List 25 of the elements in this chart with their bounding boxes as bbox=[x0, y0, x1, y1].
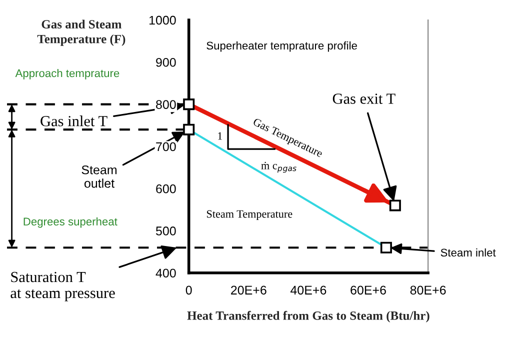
x-tick-label: 40E+6 bbox=[290, 286, 326, 295]
x-axis-title: Heat Transferred from Gas to Steam (Btu/hr) bbox=[187, 310, 430, 322]
x-tick-label: 0 bbox=[186, 286, 192, 295]
x-tick-label: 60E+6 bbox=[350, 286, 386, 295]
text: Degrees superheat bbox=[24, 217, 118, 228]
annotation: Steam inlet bbox=[440, 248, 496, 257]
annotation: Gas inlet T bbox=[40, 116, 108, 126]
annotation: 1 bbox=[218, 132, 222, 140]
y-tick-label: 500 bbox=[156, 226, 176, 236]
annotation: Steam outlet bbox=[82, 165, 116, 188]
y-tick-label: 900 bbox=[156, 58, 176, 67]
annotation: Steam Temperature bbox=[206, 210, 292, 220]
annotation: Gas exit T bbox=[332, 94, 396, 104]
y-tick-label: 600 bbox=[156, 184, 176, 194]
annotation: Superheater temprature profile bbox=[206, 41, 357, 52]
y-tick-label: 1000 bbox=[149, 16, 176, 25]
y-tick-label: 700 bbox=[156, 142, 176, 152]
y-tick-label: 800 bbox=[156, 100, 176, 109]
x-tick-label: 80E+6 bbox=[410, 286, 446, 295]
text: Saturation T at steam pressure bbox=[10, 272, 115, 302]
x-tick-label: 20E+6 bbox=[231, 286, 266, 295]
y-axis-title: Gas and Steam Temperature (F) bbox=[37, 20, 126, 46]
y-tick-label: 400 bbox=[156, 268, 176, 278]
text: Approach temprature bbox=[15, 68, 120, 80]
annotation: ṁ c$_{pgas}$ bbox=[261, 162, 296, 173]
